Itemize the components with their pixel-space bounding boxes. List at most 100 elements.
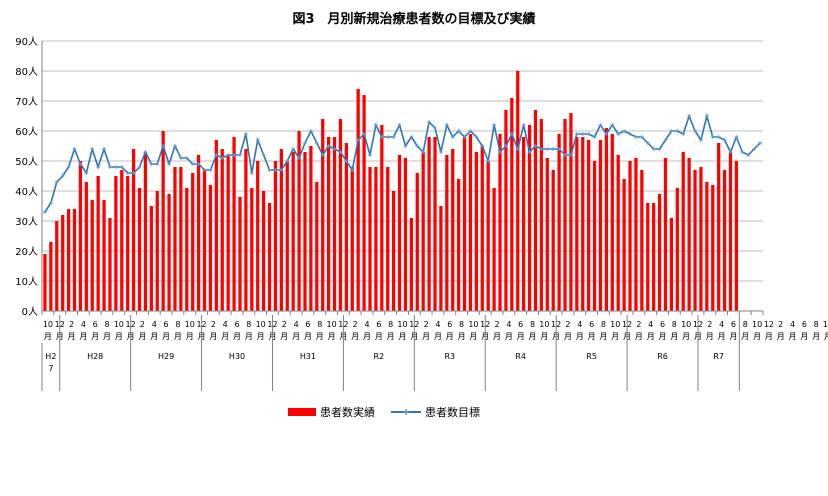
x-tick-label: 6 <box>164 320 169 329</box>
bar <box>516 71 520 311</box>
bar <box>522 137 526 311</box>
line-point <box>515 147 520 151</box>
x-tick-label: 8 <box>459 320 464 329</box>
x-tick-label: 2 <box>707 320 712 329</box>
bar <box>699 167 703 311</box>
bar <box>592 161 597 311</box>
x-tick-label-unit: 月 <box>576 332 584 341</box>
line-point <box>267 168 272 172</box>
line-point <box>539 147 544 151</box>
line-point <box>604 132 609 136</box>
bar <box>681 152 685 311</box>
x-tick-label: 10 <box>43 320 53 329</box>
bar <box>196 155 201 311</box>
bar <box>161 131 165 311</box>
line-point <box>368 153 372 157</box>
x-tick-label-unit: 月 <box>469 332 477 341</box>
bar <box>279 149 283 311</box>
bar <box>185 188 189 311</box>
bar <box>598 140 603 311</box>
line-point <box>90 147 95 151</box>
bar <box>551 170 555 311</box>
x-tick-label-unit: 月 <box>729 332 737 341</box>
line-point <box>255 138 260 142</box>
bar <box>244 149 248 311</box>
bar <box>303 152 307 311</box>
x-tick-label-unit: 月 <box>599 332 607 341</box>
line-point <box>309 129 313 133</box>
x-tick-label: 4 <box>364 320 369 329</box>
era-label: R6 <box>657 352 668 361</box>
line-point <box>521 123 526 127</box>
x-tick-label: 6 <box>376 320 381 329</box>
bar <box>427 137 431 311</box>
bar <box>587 140 591 311</box>
x-tick-label: 10 <box>185 320 195 329</box>
line-point <box>149 162 154 166</box>
x-tick-label: 12 <box>764 320 774 329</box>
line-point <box>468 129 473 133</box>
line-point <box>238 153 242 157</box>
bar <box>397 155 402 311</box>
x-tick-label-unit: 月 <box>233 332 241 341</box>
x-tick-label: 2 <box>211 320 216 329</box>
bar-series <box>43 71 739 311</box>
bar <box>131 149 136 311</box>
line-point <box>687 114 691 118</box>
bar <box>250 188 254 311</box>
x-tick-label-unit: 月 <box>351 332 359 341</box>
x-tick-label: 10 <box>610 320 620 329</box>
x-tick-label: 10 <box>823 320 828 329</box>
x-tick-label-unit: 月 <box>245 332 253 341</box>
bar <box>327 137 331 311</box>
x-tick-label: 4 <box>719 320 724 329</box>
line-point <box>657 147 662 151</box>
era-label: H30 <box>229 352 245 361</box>
bar <box>575 137 579 311</box>
line-point <box>338 150 343 154</box>
x-tick-label-unit: 月 <box>68 332 76 341</box>
bar <box>545 158 549 311</box>
line-point <box>728 150 733 154</box>
line-point <box>527 150 532 154</box>
bar <box>468 134 473 311</box>
legend-line-swatch <box>391 409 421 415</box>
x-tick-label: 2 <box>495 320 500 329</box>
line-point <box>752 147 756 151</box>
bar <box>504 110 508 311</box>
x-tick-label: 10 <box>397 320 407 329</box>
line-point <box>616 132 621 136</box>
bar <box>226 155 230 311</box>
bar <box>374 167 378 311</box>
x-tick-label: 4 <box>81 320 86 329</box>
line-point <box>119 165 124 169</box>
bar <box>669 218 674 311</box>
era-label-part: 7 <box>48 364 53 373</box>
era-axis: H2 7 H28 H29 H30 H31 R2 R3 R4 R5 R6 R7 <box>41 315 740 391</box>
bar <box>78 161 83 311</box>
line-point <box>628 132 632 136</box>
bar <box>297 131 301 311</box>
line-point <box>96 165 100 169</box>
x-tick-label-unit: 月 <box>174 332 182 341</box>
line-point <box>586 132 591 136</box>
bar <box>49 242 53 311</box>
x-tick-label-unit: 月 <box>138 332 146 341</box>
x-tick-label-unit: 月 <box>458 332 466 341</box>
bar <box>220 149 224 311</box>
bar <box>90 200 94 311</box>
x-tick-label-unit: 月 <box>505 332 513 341</box>
era-label: H2 <box>45 352 56 361</box>
era-label: H29 <box>158 352 174 361</box>
bar <box>451 149 455 311</box>
bar <box>728 152 733 311</box>
x-tick-label: 8 <box>317 320 322 329</box>
line-point <box>114 165 118 169</box>
x-tick-label-unit: 月 <box>800 332 808 341</box>
bar <box>640 170 644 311</box>
bar <box>167 194 171 311</box>
x-tick-label: 4 <box>790 320 795 329</box>
line-point <box>332 147 337 151</box>
x-tick-label-unit: 月 <box>399 332 407 341</box>
line-point <box>746 153 751 157</box>
